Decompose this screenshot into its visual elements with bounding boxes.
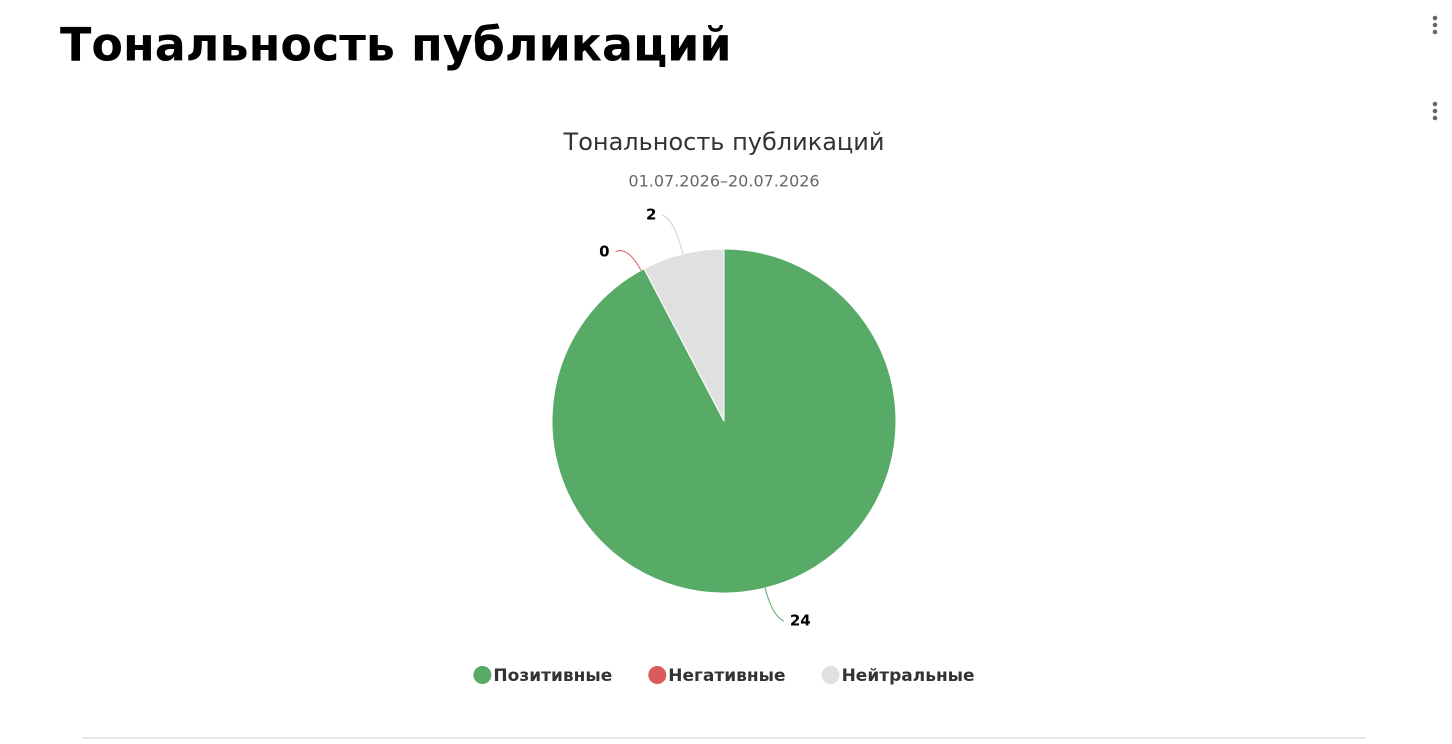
pie-slice — [643, 248, 725, 422]
data-label-connector — [662, 214, 684, 255]
data-label: 24 — [790, 612, 811, 630]
legend-label: Негативные — [668, 666, 785, 686]
legend-marker — [821, 666, 840, 684]
data-label: 0 — [599, 242, 609, 260]
chart-subtitle: 01.07.2026–20.07.2026 — [628, 172, 819, 191]
legend-marker — [473, 666, 492, 684]
chart-title: Тональность публикаций — [563, 128, 885, 156]
legend-label: Позитивные — [493, 666, 612, 686]
menu-button[interactable] — [1432, 15, 1438, 35]
page-title: Тональность публикаций — [60, 18, 732, 72]
data-label: 2 — [646, 206, 656, 224]
chart-menu-button[interactable] — [1432, 101, 1438, 121]
legend-label: Нейтральные — [842, 666, 975, 686]
data-label-connector — [615, 250, 642, 271]
legend-marker — [648, 666, 667, 684]
data-label-connector — [764, 587, 785, 622]
